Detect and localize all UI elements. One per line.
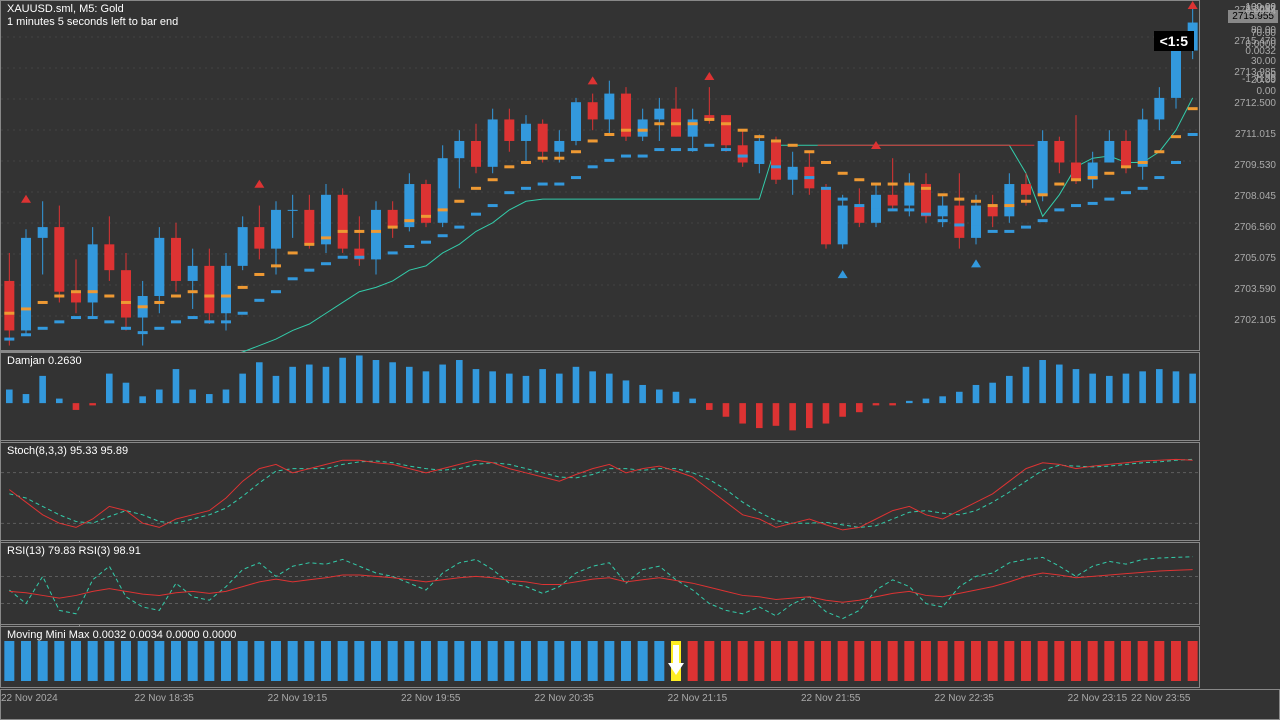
damjan-panel[interactable]: Damjan 0.2630 (0, 352, 1200, 441)
mmm-panel[interactable]: Moving Mini Max 0.0032 0.0034 0.0000 0.0… (0, 626, 1200, 688)
stoch-panel[interactable]: Stoch(8,3,3) 95.33 95.89 (0, 442, 1200, 541)
rsi-panel[interactable]: RSI(13) 79.83 RSI(3) 98.91 (0, 542, 1200, 625)
mmm-label: Moving Mini Max 0.0032 0.0034 0.0000 0.0… (7, 629, 236, 641)
stoch-label: Stoch(8,3,3) 95.33 95.89 (7, 445, 128, 457)
time-axis: 22 Nov 202422 Nov 18:3522 Nov 19:1522 No… (0, 689, 1280, 720)
chart-title: XAUUSD.sml, M5: Gold (7, 3, 124, 15)
main-chart[interactable]: XAUUSD.sml, M5: Gold 1 minutes 5 seconds… (0, 0, 1200, 351)
damjan-label: Damjan 0.2630 (7, 355, 82, 367)
bar-countdown: 1 minutes 5 seconds left to bar end (7, 16, 178, 28)
timer-badge: <1:5 (1154, 31, 1194, 51)
rsi-label: RSI(13) 79.83 RSI(3) 98.91 (7, 545, 141, 557)
